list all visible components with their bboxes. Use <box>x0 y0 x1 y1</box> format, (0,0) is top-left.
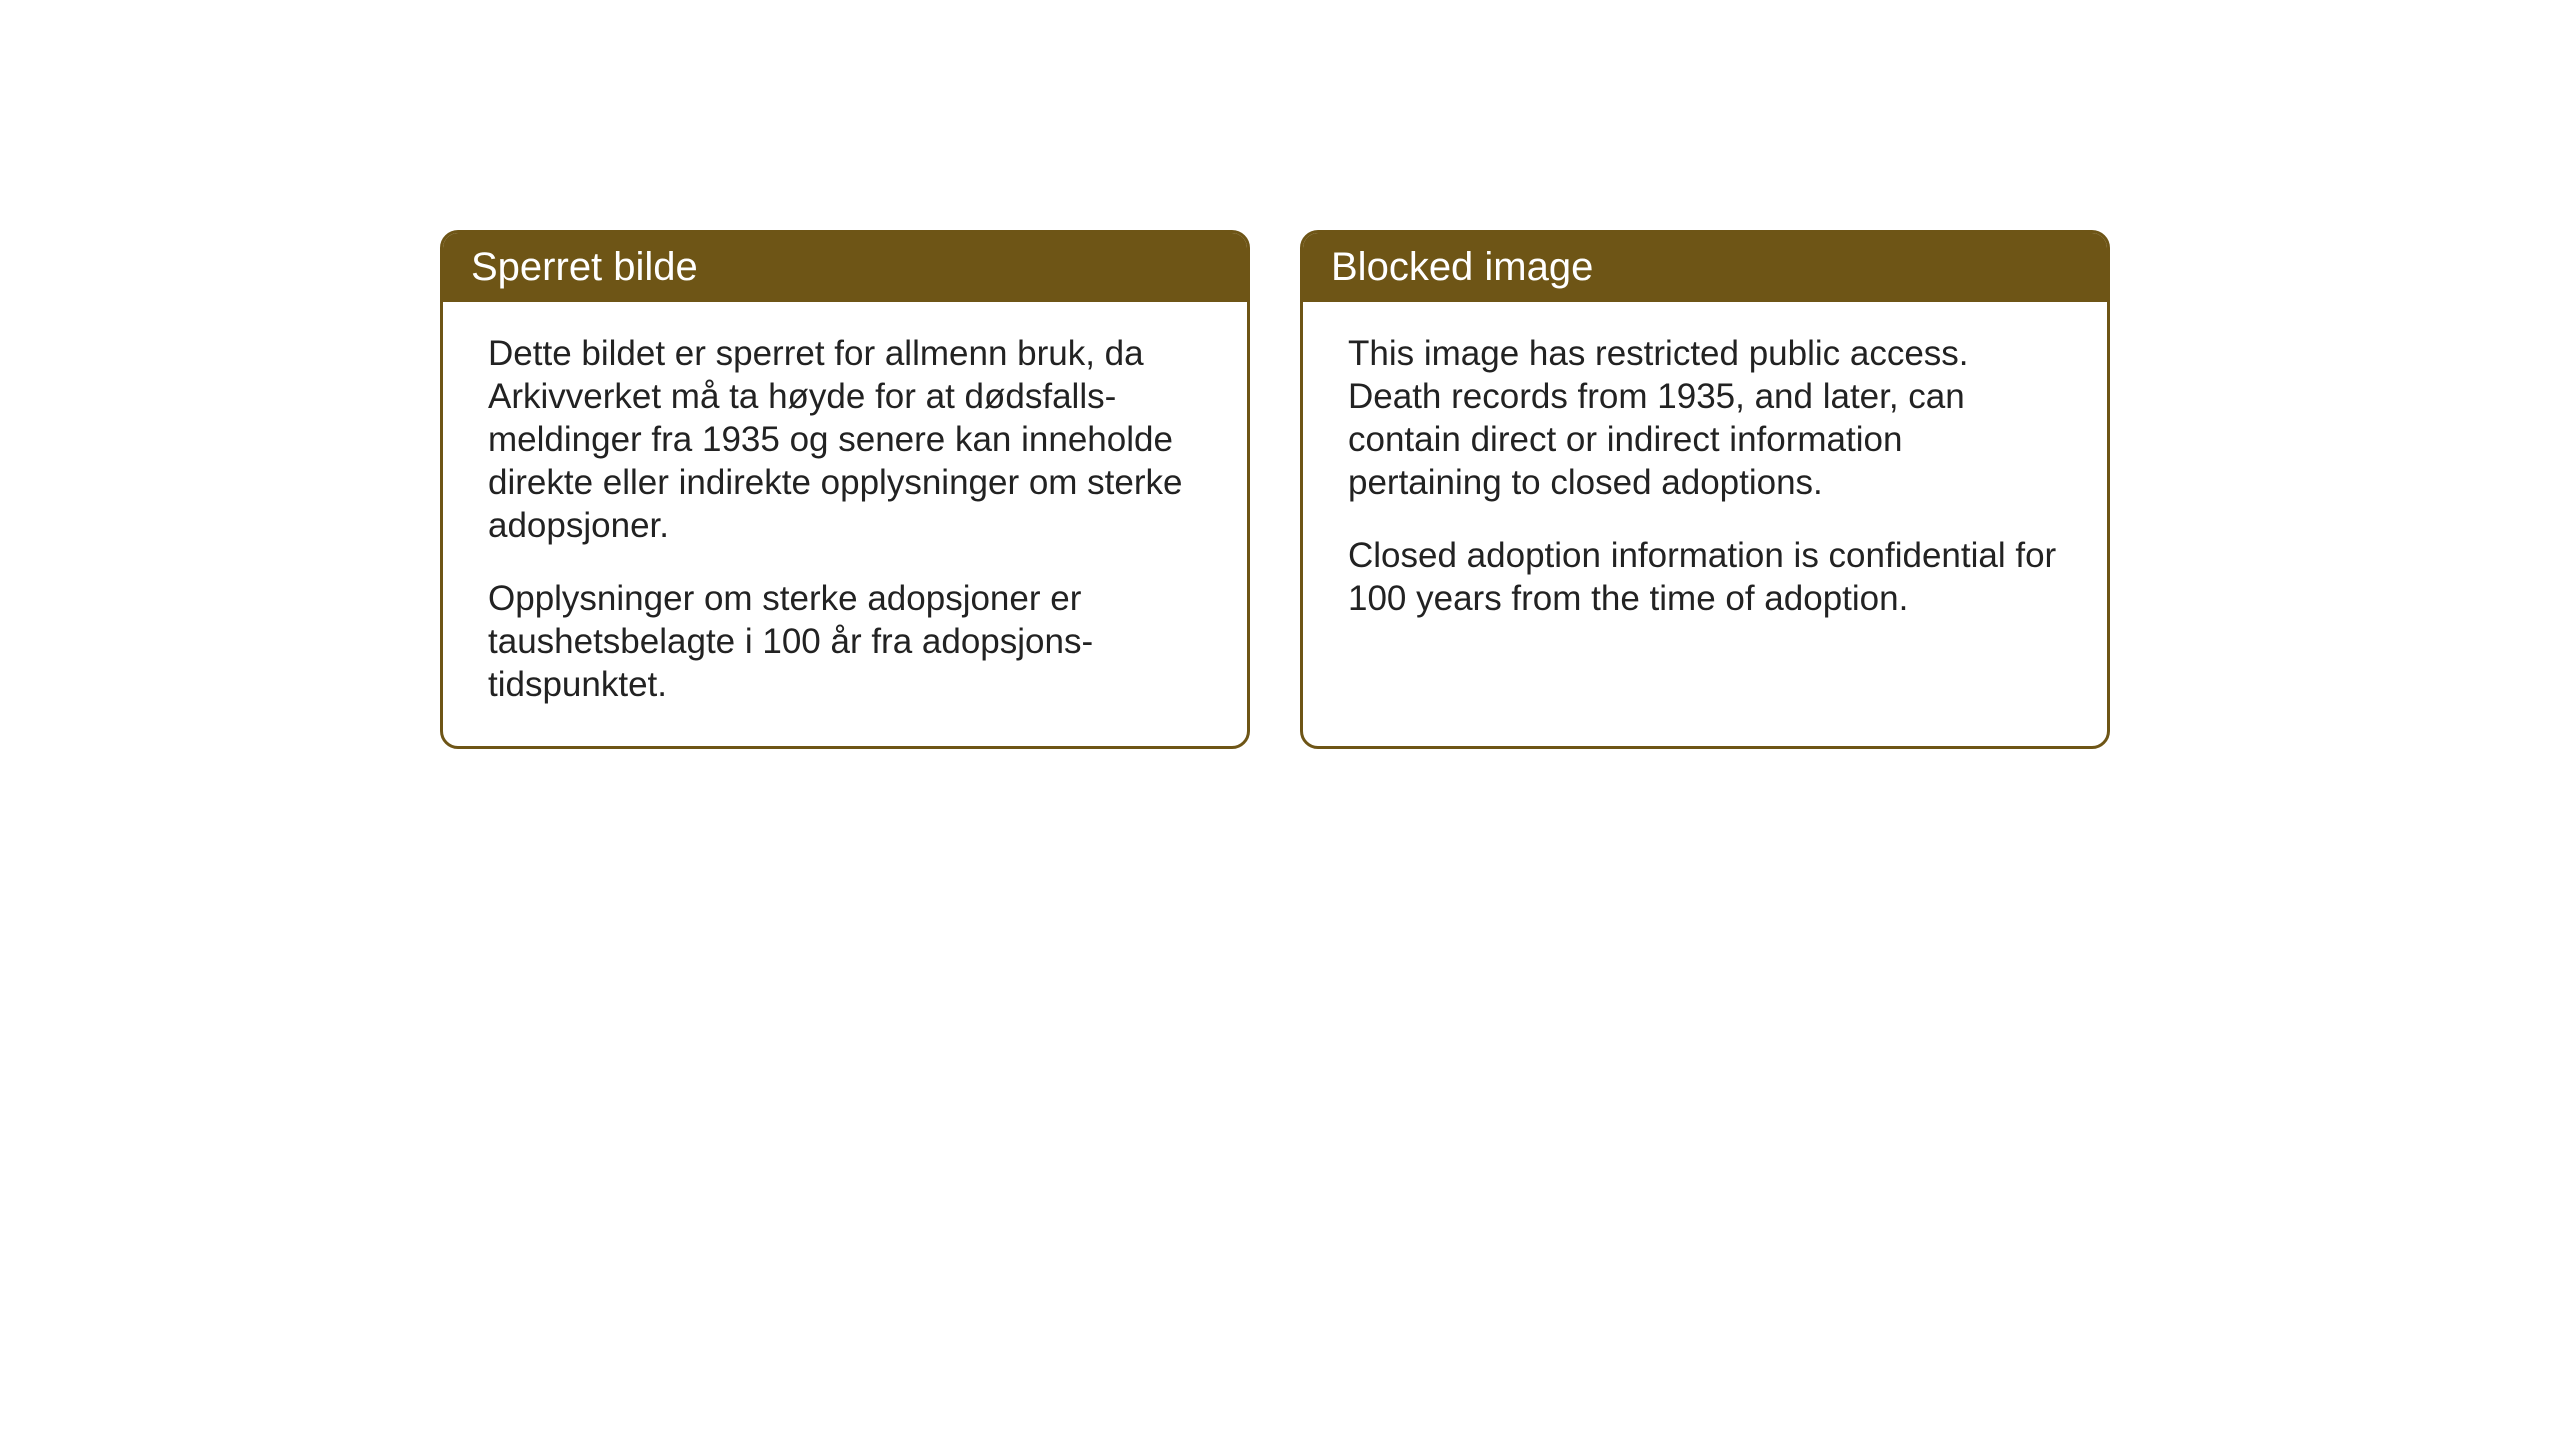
card-header-norwegian: Sperret bilde <box>443 233 1247 302</box>
cards-container: Sperret bilde Dette bildet er sperret fo… <box>440 230 2110 749</box>
card-header-english: Blocked image <box>1303 233 2107 302</box>
card-body-english: This image has restricted public access.… <box>1303 302 2107 692</box>
card-title: Blocked image <box>1331 245 1593 289</box>
card-paragraph: Opplysninger om sterke adopsjoner er tau… <box>488 577 1202 706</box>
card-body-norwegian: Dette bildet er sperret for allmenn bruk… <box>443 302 1247 746</box>
card-norwegian: Sperret bilde Dette bildet er sperret fo… <box>440 230 1250 749</box>
card-english: Blocked image This image has restricted … <box>1300 230 2110 749</box>
card-title: Sperret bilde <box>471 245 698 289</box>
card-paragraph: This image has restricted public access.… <box>1348 332 2062 504</box>
card-paragraph: Dette bildet er sperret for allmenn bruk… <box>488 332 1202 547</box>
card-paragraph: Closed adoption information is confident… <box>1348 534 2062 620</box>
